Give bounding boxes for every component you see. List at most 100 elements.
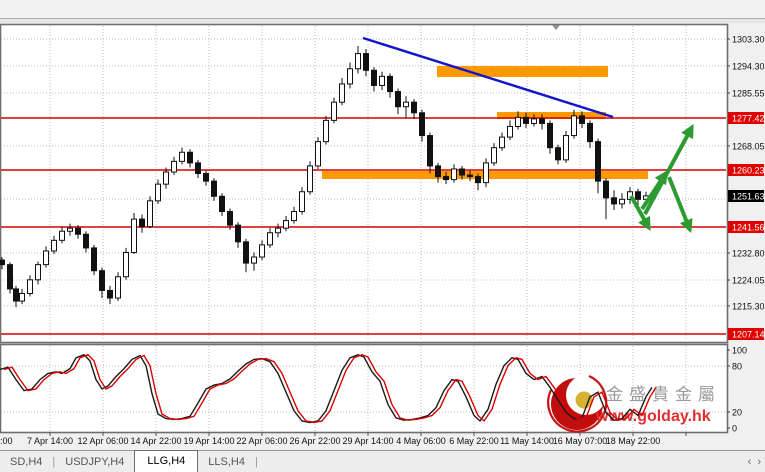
tab-usdjpy-h4[interactable]: USDJPY,H4 [65,456,125,468]
watermark-url-text: www.golday.hk [595,408,711,425]
broker-watermark-logo: 金盛貴金屬 www.golday.hk [547,374,721,433]
time-tick-label: :00 [0,436,13,446]
forecast-arrow [643,124,694,215]
tab-sd-h4[interactable]: SD,H4 [10,456,43,468]
tab-llg-h4-active[interactable]: LLG,H4 [134,450,199,472]
forecast-arrow [629,195,651,231]
price-tick-label: 1285.55 [732,89,765,99]
candle-body [203,173,209,182]
zone-rectangle [437,66,608,77]
horizontal-support-resistance-lines [1,117,726,335]
price-axis: 1303.30 1294.30 1285.55 1277.42 1268.05 1260.… [727,35,765,434]
oscillator-lines [0,353,657,424]
window-top-strip [0,0,765,23]
candle-body [419,112,425,137]
price-tick-label: 1303.30 [732,35,765,45]
price-tick-label: 1294.30 [732,62,765,72]
time-tick-label: 26 Apr 22:00 [289,436,340,446]
candle-body [387,75,393,93]
tab-scroll-right-icon[interactable]: › [757,456,761,468]
tab-scroll-left-icon[interactable]: ‹ [747,456,752,468]
candle-body [467,174,473,178]
price-badge [728,328,764,340]
marker-triangle-icon [552,25,560,30]
candle-body [443,176,449,181]
candle-body [171,160,177,173]
time-tick-label: 6 May 22:00 [449,436,499,446]
tab-lls-h4[interactable]: LLS,H4 [208,456,245,468]
candle-body [483,162,489,184]
oscillator-signal-line [3,353,657,424]
candle-body [315,141,321,167]
time-tick-label: 18 May 22:00 [606,436,661,446]
chart-panels [0,23,729,434]
candle-marker-triangle-icon [552,25,560,30]
time-tick-label: 4 May 06:00 [396,436,446,446]
time-tick-label: 14 Apr 22:00 [130,436,181,446]
candle-body [243,241,249,264]
price-badge-label: 1241.56 [732,223,765,233]
candle-body [131,218,137,253]
candle-body [259,244,265,258]
candle-body [139,218,145,228]
time-tick-label: 7 Apr 14:00 [27,436,73,446]
price-badge-label: 1207.14 [732,330,765,340]
candle-body [635,191,641,200]
candle-body [51,239,57,252]
zone-rectangle [497,112,606,119]
price-chart-canvas[interactable]: 金盛貴金屬 www.golday.hk 1303.30 1294.30 1285.55… [0,0,765,450]
candle-body [507,125,513,138]
candle-body [7,264,13,290]
watermark-brand-text: 金盛貴金屬 [606,385,721,404]
candle-body [123,251,129,278]
candle-body [0,259,5,266]
candle-body [19,292,25,302]
oscillator-level-label: 20 [732,408,742,418]
candle-body [459,168,465,176]
chart-tab-bar: SD,H4 | USDJPY,H4 LLG,H4 LLS,H4 | ‹ › [0,450,765,472]
oscillator-level-label: 80 [732,362,742,372]
price-badge-label: 1277.42 [732,114,765,124]
candle-body [299,191,305,212]
price-badge-label: 1260.23 [732,166,765,176]
candle-body [363,53,369,71]
candle-body [347,68,353,85]
time-tick-label: 29 Apr 14:00 [342,436,393,446]
candle-body [323,119,329,143]
candle-body [283,220,289,229]
price-badge [728,164,764,176]
tab-separator: | [255,456,258,468]
candle-body [547,122,553,149]
candle-body [99,270,105,291]
price-tick-label: 1224.05 [732,276,765,286]
candle-body [75,227,81,235]
candle-body [571,115,577,137]
price-badge [728,112,764,124]
trendline [362,36,614,119]
candle-body [331,101,337,121]
candle-body [67,227,73,232]
descending-trendline [362,36,614,119]
candle-body [195,162,201,175]
forecast-arrow [667,176,693,234]
candle-body [163,171,169,185]
tab-scroll-buttons: ‹ › [748,456,761,468]
candlestick-series [0,45,649,308]
candle-body [83,233,89,249]
candle-body [251,256,257,264]
oscillator-panel [0,343,729,434]
price-tick-label: 1232.80 [732,249,765,259]
candle-body [523,116,529,124]
price-badge [728,190,764,202]
candle-body [115,276,121,299]
candle-body [179,151,185,162]
price-badge-label: 1251.63 [732,192,765,202]
candle-body [587,122,593,143]
candle-body [451,168,457,181]
candle-body [155,183,161,202]
candle-body [515,116,521,127]
candle-body [475,176,481,184]
candle-body [13,288,19,302]
candle-body [555,147,561,161]
candle-body [267,232,273,246]
